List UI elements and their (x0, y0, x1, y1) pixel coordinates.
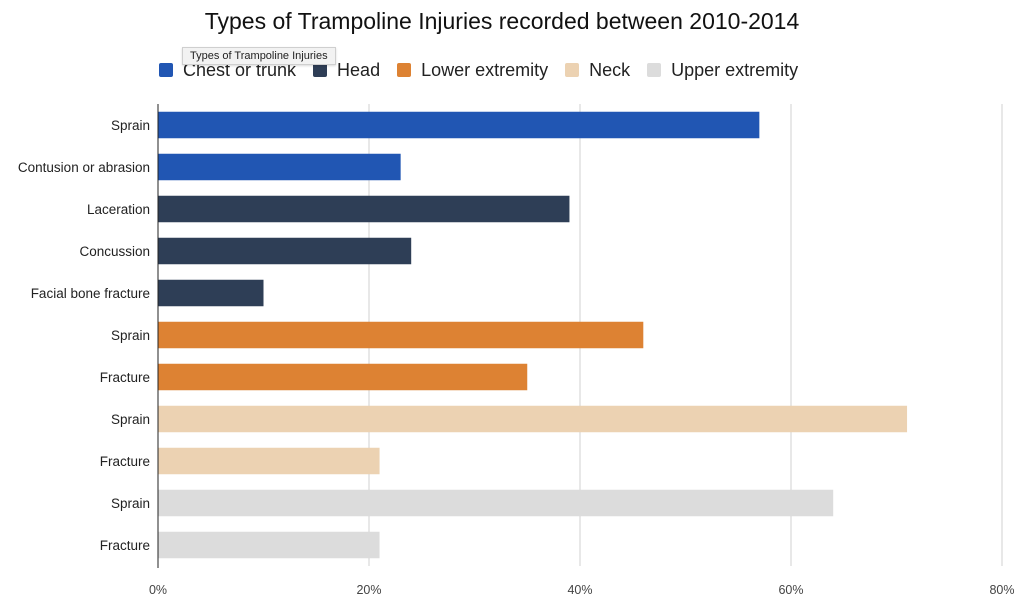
x-tick-label: 20% (356, 583, 381, 597)
category-label: Facial bone fracture (31, 286, 150, 301)
legend-swatch (565, 63, 580, 77)
category-label: Sprain (111, 328, 150, 343)
legend-label: Head (337, 59, 381, 80)
category-label: Fracture (100, 538, 150, 553)
bar[interactable] (158, 531, 380, 559)
bar[interactable] (158, 489, 834, 517)
legend-item[interactable]: Head (313, 60, 380, 81)
category-label: Fracture (100, 370, 150, 385)
category-label: Concussion (79, 244, 150, 259)
bar[interactable] (158, 237, 412, 265)
legend-item[interactable]: Neck (565, 60, 630, 81)
legend-label: Lower extremity (421, 59, 549, 80)
bar[interactable] (158, 363, 528, 391)
legend-label: Upper extremity (671, 59, 799, 80)
category-label: Sprain (111, 496, 150, 511)
bar[interactable] (158, 153, 401, 181)
tooltip: Types of Trampoline Injuries (182, 47, 336, 65)
legend-item[interactable]: Upper extremity (647, 60, 798, 81)
x-tick-label: 40% (567, 583, 592, 597)
category-label: Fracture (100, 454, 150, 469)
category-label: Sprain (111, 118, 150, 133)
legend-item[interactable]: Lower extremity (397, 60, 548, 81)
legend-swatch (313, 63, 328, 77)
bar[interactable] (158, 111, 760, 139)
x-tick-label: 60% (778, 583, 803, 597)
legend-label: Neck (589, 59, 631, 80)
category-label: Laceration (87, 202, 150, 217)
chart-title: Types of Trampoline Injuries recorded be… (204, 8, 800, 34)
category-label: Contusion or abrasion (18, 160, 150, 175)
bar[interactable] (158, 321, 644, 349)
legend-swatch (647, 63, 662, 77)
category-label: Sprain (111, 412, 150, 427)
bar[interactable] (158, 279, 264, 307)
bar[interactable] (158, 447, 380, 475)
legend-swatch (397, 63, 412, 77)
x-tick-label: 0% (149, 583, 167, 597)
x-tick-label: 80% (989, 583, 1014, 597)
bar[interactable] (158, 405, 908, 433)
legend-swatch (159, 63, 173, 77)
bar[interactable] (158, 195, 570, 223)
